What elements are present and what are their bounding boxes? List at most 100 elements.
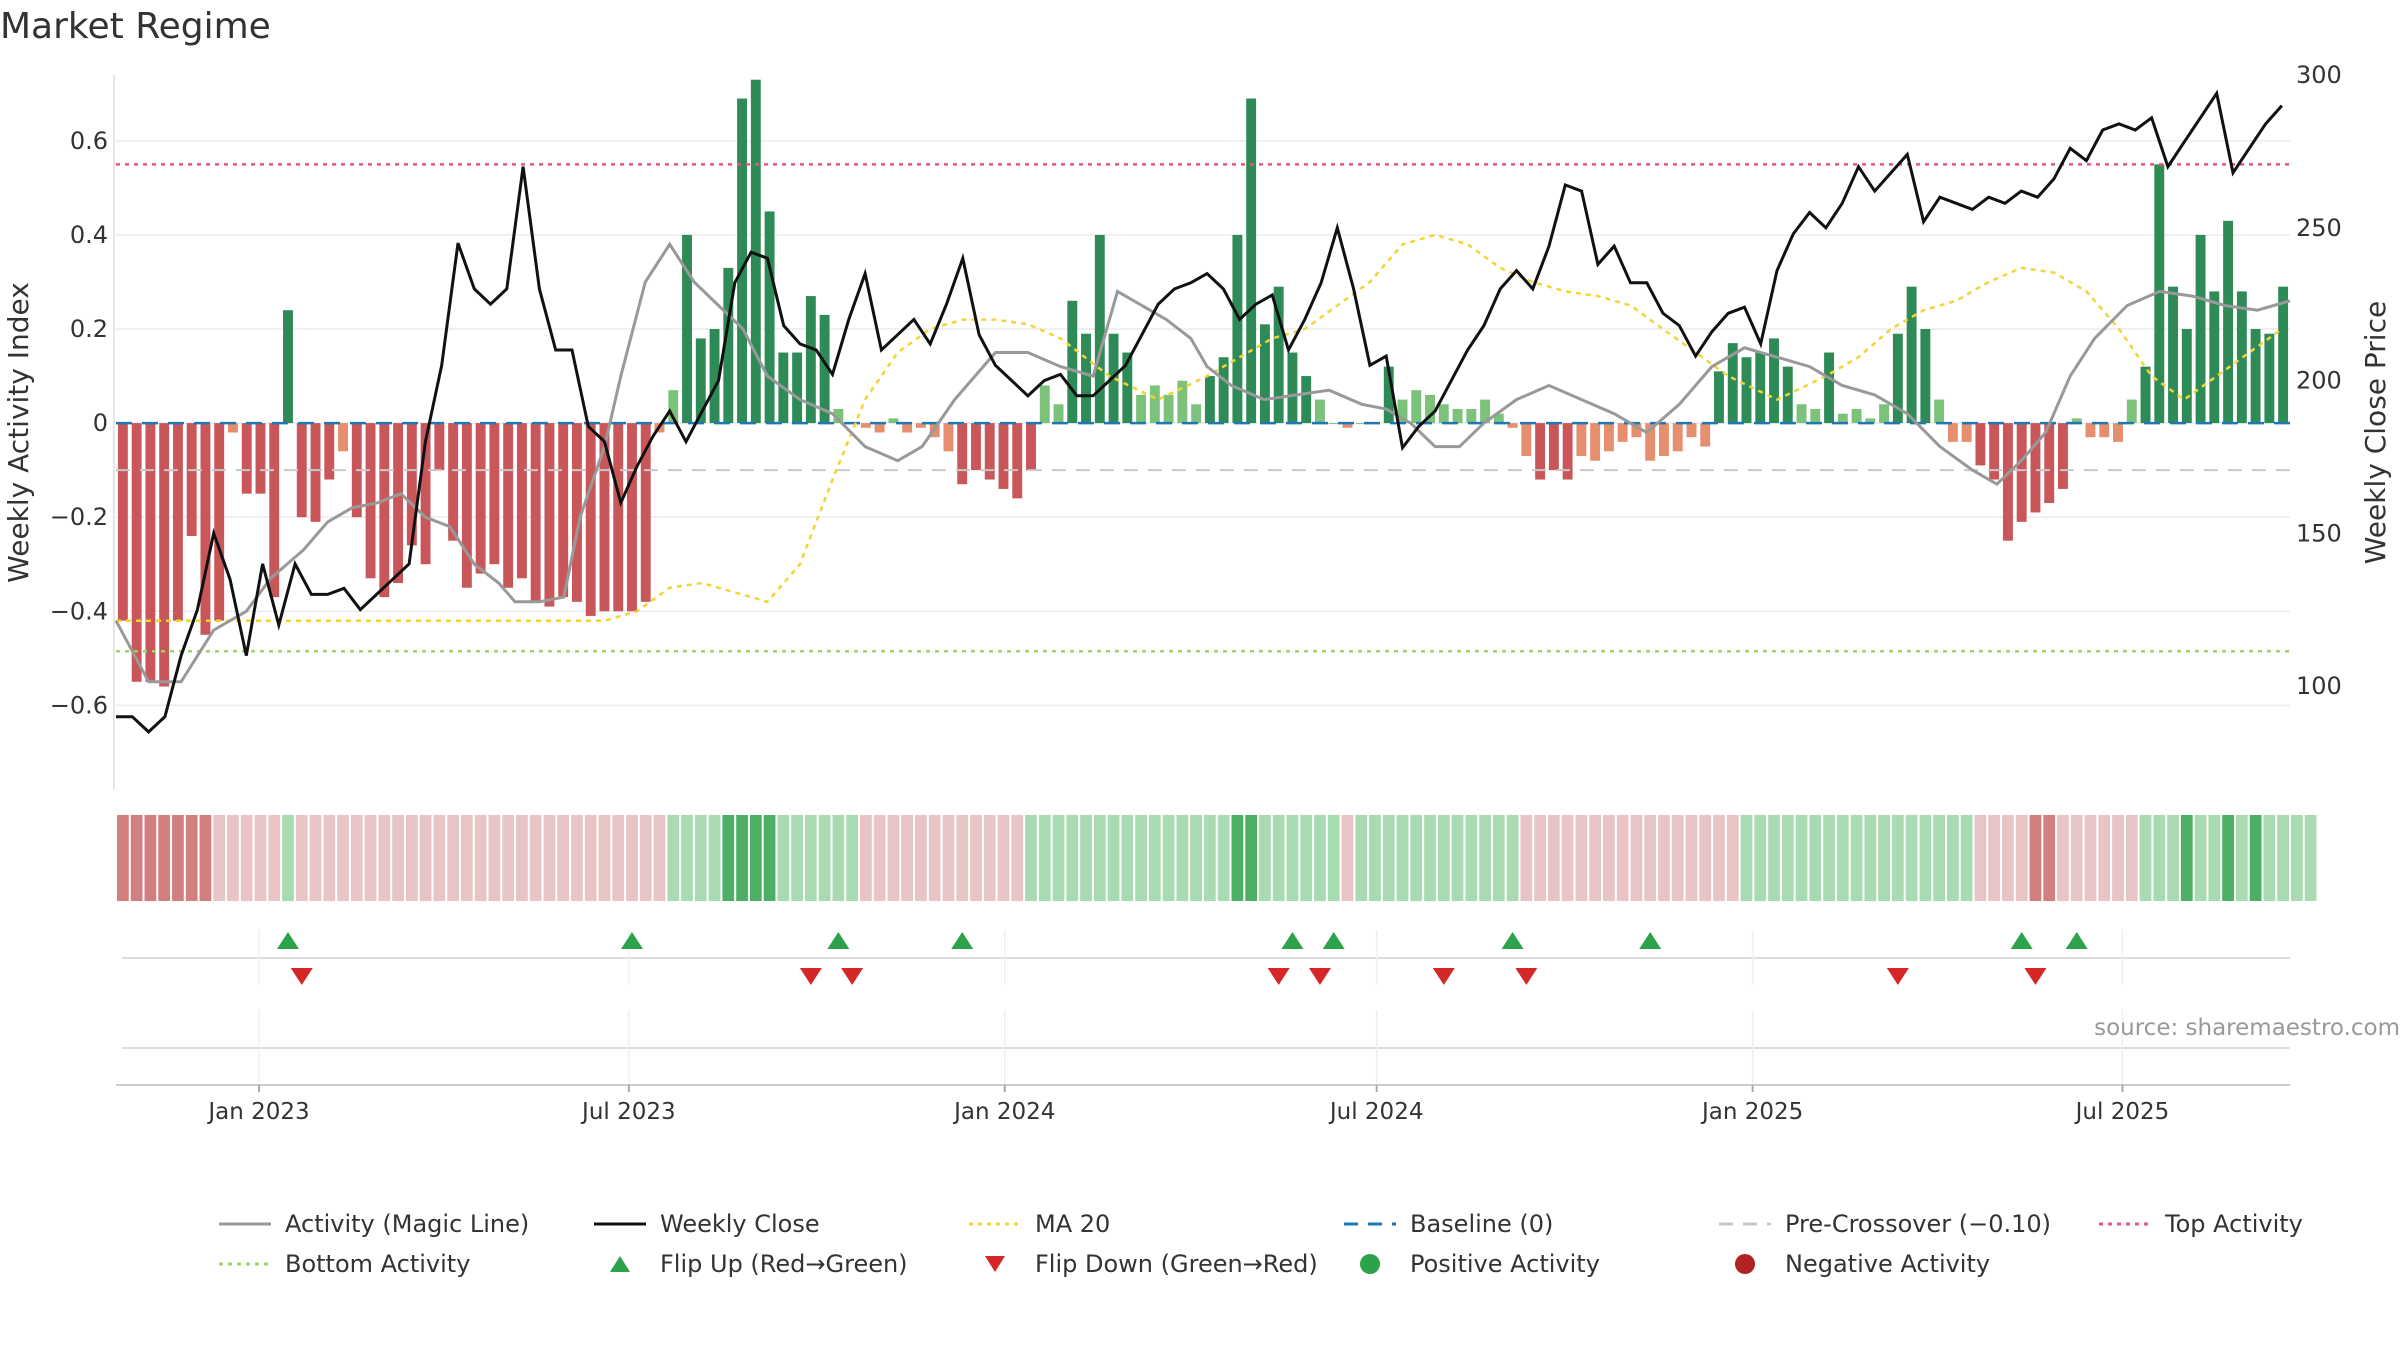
regime-strip-cell (1905, 815, 1918, 901)
activity-bar (2223, 220, 2234, 424)
activity-bar (2278, 286, 2289, 424)
activity-bar (159, 423, 170, 687)
activity-bar (379, 423, 390, 598)
activity-bar (1562, 423, 1573, 480)
activity-bar (1480, 399, 1491, 424)
activity-bar (2195, 234, 2206, 424)
activity-bar (2071, 418, 2082, 424)
regime-strip-cell (1135, 815, 1147, 901)
activity-bar (1590, 423, 1601, 461)
activity-bar (1906, 286, 1917, 424)
legend-label: Negative Activity (1785, 1250, 1991, 1278)
activity-bar (1273, 286, 1284, 424)
regime-strip-cell (1025, 815, 1037, 901)
flip-up-marker (951, 932, 974, 949)
legend-label: Pre-Crossover (−0.10) (1785, 1210, 2052, 1238)
activity-bar (1287, 352, 1298, 424)
activity-bar (1947, 423, 1958, 442)
regime-strip-cell (1162, 815, 1175, 901)
regime-strip-cell (2222, 815, 2234, 901)
regime-strip-cell (1272, 815, 1285, 901)
regime-strip-cell (1492, 815, 1505, 901)
activity-bar (1122, 352, 1133, 424)
regime-strip-cell (1947, 815, 1959, 901)
legend-key-icon (1344, 1222, 1396, 1226)
regime-strip-cell (323, 815, 336, 901)
regime-strip-cell (2112, 815, 2124, 901)
y-left-tick-label: 0.4 (70, 221, 108, 249)
source-note: source: sharemaestro.com (2094, 1015, 2400, 1041)
activity-bar (1576, 423, 1587, 457)
activity-bar (613, 423, 624, 612)
regime-strip-cell (1713, 815, 1725, 901)
activity-bar (2264, 333, 2275, 424)
regime-strip-cell (1768, 815, 1780, 901)
regime-strip-cell (2125, 815, 2138, 901)
regime-strip-cell (846, 815, 859, 901)
regime-strip-cell (1479, 815, 1491, 901)
activity-bar (1067, 300, 1078, 424)
regime-strip-cell (612, 815, 625, 901)
regime-strip-cell (1327, 815, 1340, 901)
regime-strip-cell (2194, 815, 2207, 901)
activity-bar (1603, 423, 1614, 452)
regime-strip-cell (199, 815, 212, 901)
regime-strip-cell (1080, 815, 1092, 901)
activity-bar (682, 234, 692, 424)
regime-strip-cell (887, 815, 900, 901)
activity-bar (393, 423, 404, 584)
legend-item: Activity (Magic Line) (215, 1208, 590, 1240)
x-tick-label: Jul 2023 (580, 1099, 676, 1125)
regime-strip-cell (584, 815, 597, 901)
x-tick-label: Jul 2024 (1328, 1099, 1424, 1125)
activity-bar (145, 423, 156, 682)
activity-bar (1232, 234, 1243, 424)
activity-bar (1521, 423, 1532, 457)
activity-bar (186, 423, 197, 536)
activity-bar (1397, 399, 1408, 424)
legend-key-icon (2099, 1222, 2151, 1226)
regime-strip-cell (158, 815, 171, 901)
activity-bar (695, 338, 706, 424)
y-right-tick-label: 100 (2296, 672, 2342, 700)
activity-bar (338, 423, 348, 452)
regime-strip-cell (928, 815, 941, 901)
activity-bar (737, 98, 748, 424)
legend-key-icon (985, 1256, 1005, 1272)
activity-bar (544, 423, 555, 607)
regime-strip-cell (804, 815, 817, 901)
regime-strip-cell (1534, 815, 1546, 901)
regime-strip-cell (915, 815, 927, 901)
flip-down-marker (1432, 968, 1455, 985)
regime-strip-cell (1107, 815, 1120, 901)
activity-bar (1631, 423, 1642, 438)
flip-up-marker (1639, 932, 1662, 949)
regime-strip-cell (1011, 815, 1024, 901)
activity-bar (668, 390, 679, 424)
activity-bar (1617, 423, 1628, 442)
regime-strip-cell (1988, 815, 2001, 901)
x-tick-label: Jan 2024 (952, 1099, 1055, 1125)
y-right-tick-label: 250 (2296, 214, 2342, 242)
activity-bar (131, 423, 142, 682)
regime-strip-cell (1864, 815, 1877, 901)
activity-bar (1796, 404, 1807, 424)
regime-strip-cell (970, 815, 982, 901)
activity-bar (860, 423, 871, 428)
regime-strip-cell (1836, 815, 1849, 901)
regime-strip-cell (268, 815, 281, 901)
regime-strip-cell (1658, 815, 1670, 901)
regime-strip-cell (1465, 815, 1478, 901)
activity-bar (915, 423, 926, 428)
regime-strip-cell (983, 815, 996, 901)
regime-strip-cell (1300, 815, 1313, 901)
activity-bar (1686, 423, 1697, 438)
regime-strip-cell (2208, 815, 2221, 901)
regime-strip-cell (997, 815, 1010, 901)
regime-strip-cell (433, 815, 446, 901)
activity-bar (1865, 418, 1876, 424)
regime-strip-cell (1850, 815, 1863, 901)
activity-bar (819, 314, 830, 424)
flip-up-marker (1501, 932, 1524, 949)
activity-bar (1246, 98, 1257, 424)
